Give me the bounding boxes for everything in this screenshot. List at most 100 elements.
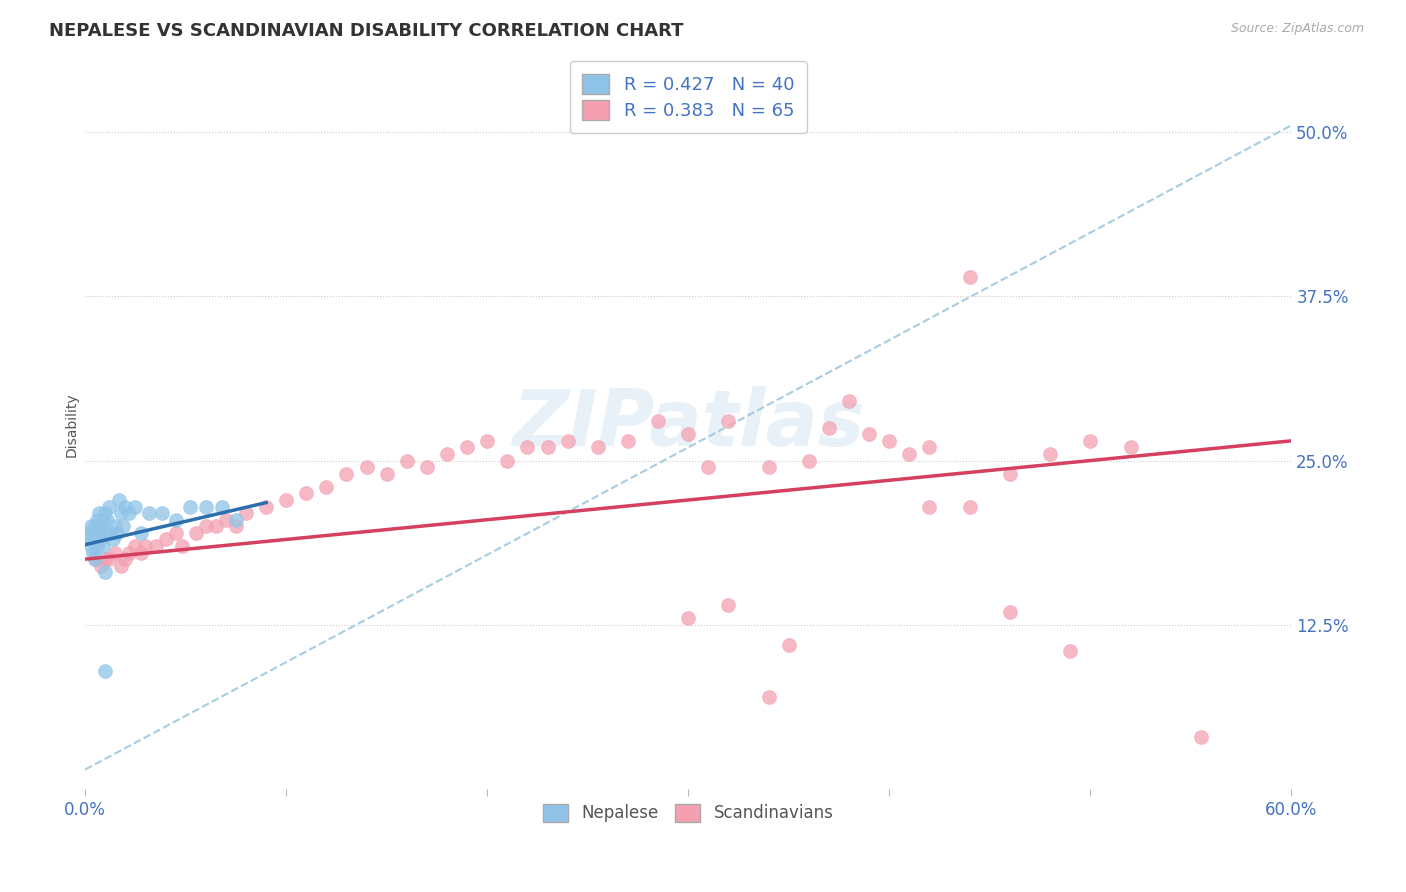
Point — [1059, 644, 1081, 658]
Point — [90, 519, 112, 533]
Point — [335, 467, 357, 481]
Point — [254, 500, 277, 514]
Point — [918, 441, 941, 455]
Point — [105, 525, 128, 540]
Point — [94, 506, 117, 520]
Point — [108, 493, 131, 508]
Point — [155, 533, 177, 547]
Point — [84, 519, 107, 533]
Point — [205, 519, 228, 533]
Point — [858, 427, 880, 442]
Point — [82, 525, 104, 540]
Point — [1078, 434, 1101, 448]
Point — [647, 414, 669, 428]
Point — [516, 441, 538, 455]
Point — [124, 500, 146, 514]
Point — [416, 460, 439, 475]
Point — [170, 539, 193, 553]
Point — [356, 460, 378, 475]
Point — [90, 558, 112, 573]
Point — [797, 453, 820, 467]
Point — [76, 525, 98, 540]
Point — [103, 533, 125, 547]
Point — [211, 500, 233, 514]
Point — [436, 447, 458, 461]
Point — [959, 269, 981, 284]
Point — [678, 427, 700, 442]
Point — [98, 552, 121, 566]
Point — [225, 519, 247, 533]
Point — [818, 420, 841, 434]
Point — [90, 533, 112, 547]
Point — [717, 598, 740, 612]
Point — [194, 519, 217, 533]
Point — [84, 552, 107, 566]
Point — [82, 545, 104, 559]
Point — [717, 414, 740, 428]
Point — [80, 519, 103, 533]
Point — [959, 500, 981, 514]
Point — [778, 638, 800, 652]
Point — [877, 434, 900, 448]
Point — [124, 539, 146, 553]
Point — [118, 545, 141, 559]
Point — [94, 664, 117, 678]
Point — [89, 506, 111, 520]
Point — [165, 513, 187, 527]
Point — [94, 525, 117, 540]
Point — [84, 552, 107, 566]
Point — [131, 525, 153, 540]
Point — [89, 525, 111, 540]
Point — [1039, 447, 1062, 461]
Point — [86, 513, 108, 527]
Point — [104, 519, 127, 533]
Text: Source: ZipAtlas.com: Source: ZipAtlas.com — [1230, 22, 1364, 36]
Point — [112, 519, 135, 533]
Point — [758, 460, 780, 475]
Point — [235, 506, 257, 520]
Point — [315, 480, 337, 494]
Point — [1189, 730, 1212, 744]
Point — [617, 434, 640, 448]
Point — [194, 500, 217, 514]
Point — [100, 525, 122, 540]
Point — [104, 545, 127, 559]
Point — [110, 506, 132, 520]
Point — [678, 611, 700, 625]
Point — [295, 486, 318, 500]
Point — [215, 513, 238, 527]
Point — [150, 506, 173, 520]
Point — [131, 545, 153, 559]
Point — [375, 467, 398, 481]
Point — [134, 539, 156, 553]
Point — [77, 533, 100, 547]
Point — [536, 441, 558, 455]
Point — [477, 434, 499, 448]
Point — [179, 500, 201, 514]
Point — [96, 513, 118, 527]
Point — [91, 539, 114, 553]
Point — [80, 539, 103, 553]
Point — [98, 500, 121, 514]
Point — [94, 552, 117, 566]
Point — [114, 552, 136, 566]
Point — [758, 690, 780, 705]
Point — [898, 447, 921, 461]
Point — [918, 500, 941, 514]
Point — [225, 513, 247, 527]
Point — [110, 558, 132, 573]
Point — [496, 453, 519, 467]
Point — [138, 506, 160, 520]
Y-axis label: Disability: Disability — [65, 392, 79, 457]
Point — [998, 605, 1021, 619]
Point — [276, 493, 298, 508]
Point — [586, 441, 609, 455]
Point — [86, 539, 108, 553]
Point — [1119, 441, 1142, 455]
Point — [838, 394, 860, 409]
Text: NEPALESE VS SCANDINAVIAN DISABILITY CORRELATION CHART: NEPALESE VS SCANDINAVIAN DISABILITY CORR… — [49, 22, 683, 40]
Point — [184, 525, 207, 540]
Point — [395, 453, 418, 467]
Point — [114, 500, 136, 514]
Point — [998, 467, 1021, 481]
